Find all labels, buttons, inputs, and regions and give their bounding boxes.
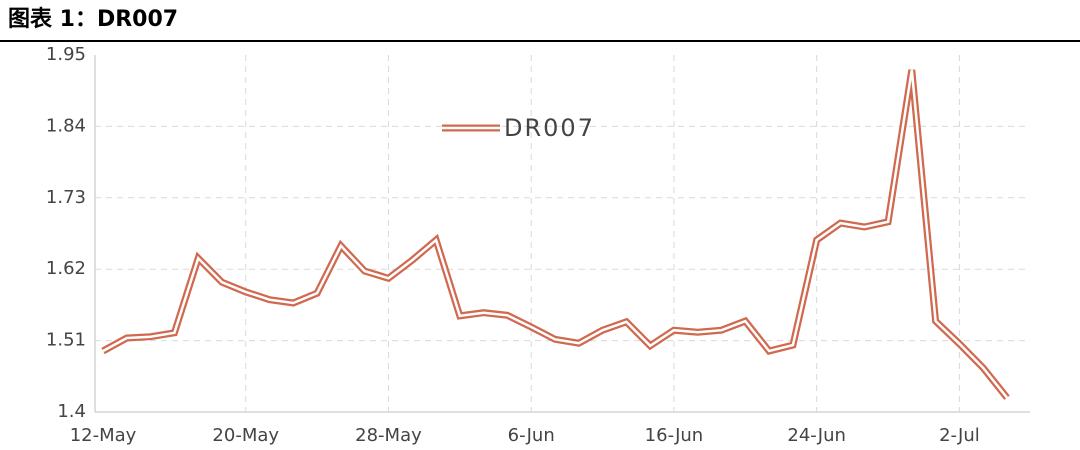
y-tick-label: 1.95 [46, 44, 86, 65]
line-series-inner [102, 69, 1008, 399]
y-tick-label: 1.4 [57, 401, 86, 422]
x-tick-label: 28-May [355, 425, 422, 446]
x-tick-label: 20-May [212, 425, 279, 446]
chart-title: 图表 1：DR007 [8, 7, 178, 32]
x-tick-label: 12-May [70, 425, 137, 446]
x-tick-label: 24-Jun [787, 425, 846, 446]
y-tick-label: 1.62 [46, 258, 86, 279]
x-tick-label: 16-Jun [645, 425, 704, 446]
y-tick-label: 1.51 [46, 330, 86, 351]
y-tick-label: 1.84 [46, 115, 86, 136]
y-tick-label: 1.73 [46, 187, 86, 208]
legend-label: DR007 [504, 114, 595, 142]
x-tick-label: 6-Jun [508, 425, 555, 446]
x-tick-label: 2-Jul [939, 425, 980, 446]
